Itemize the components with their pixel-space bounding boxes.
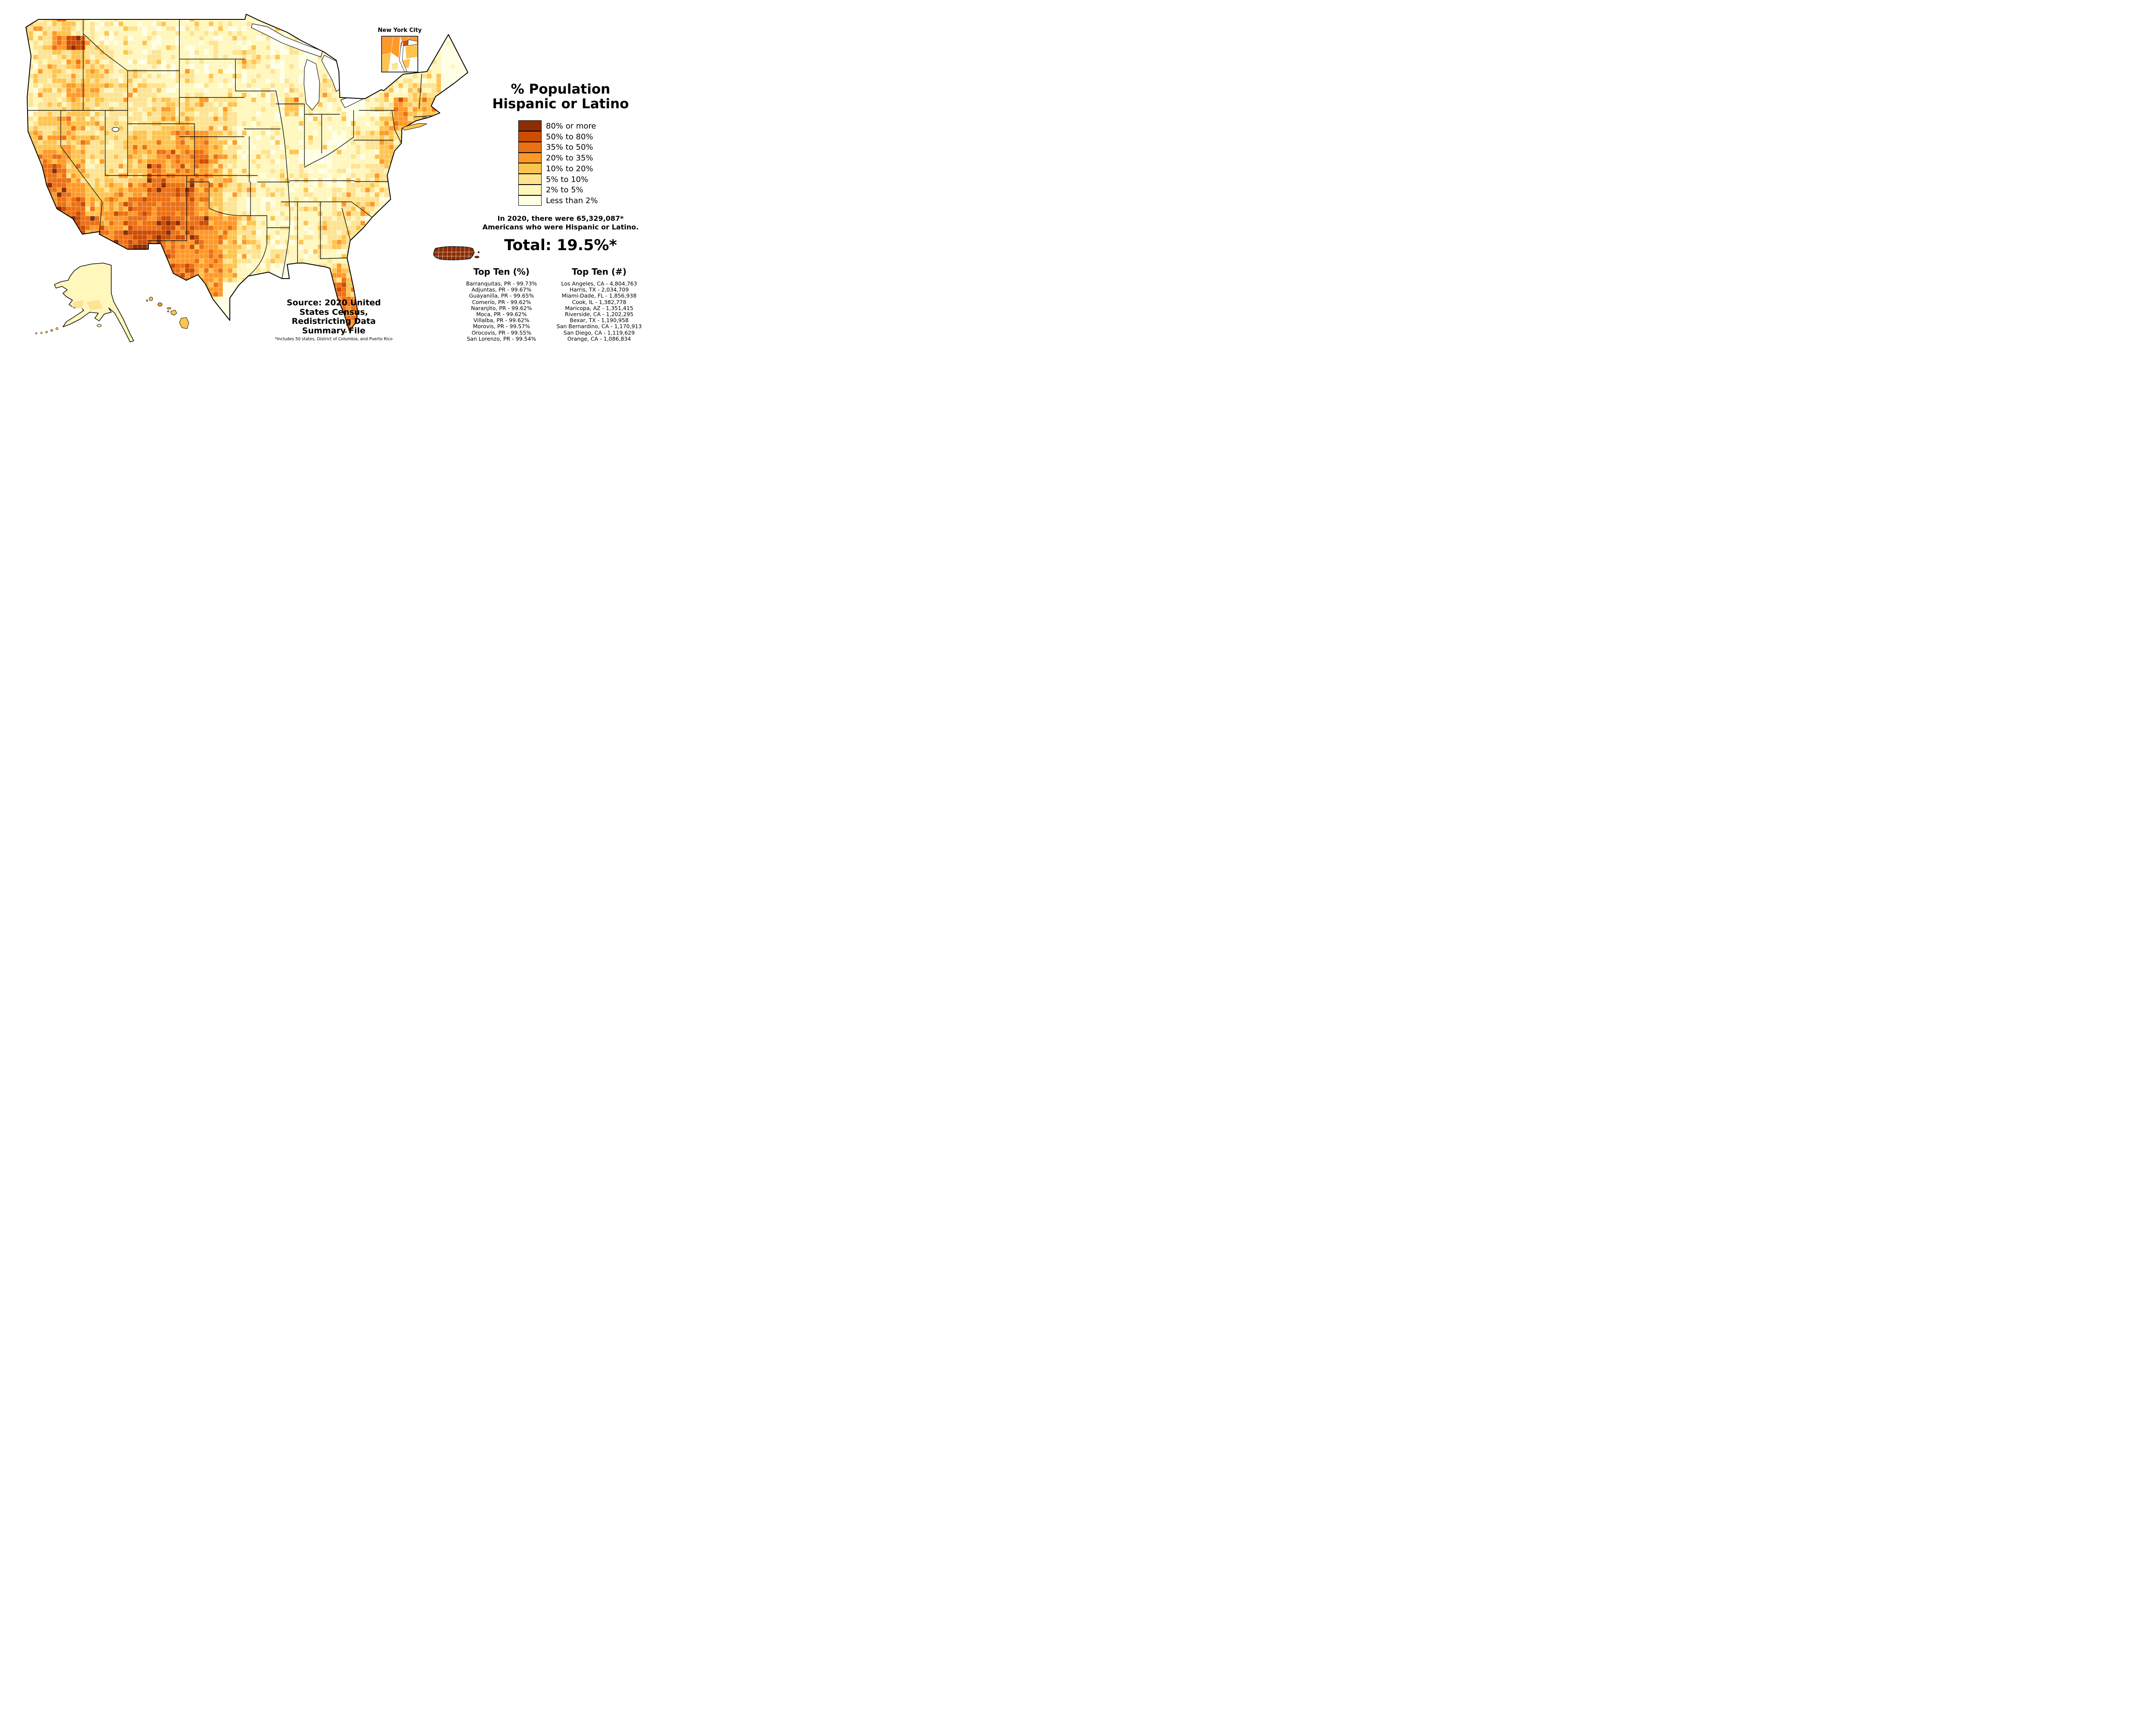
lake-michigan: [304, 59, 320, 110]
page: % Population Hispanic or Latino 80% or m…: [0, 0, 647, 345]
legend-swatch: [518, 120, 542, 132]
legend-label: 50% to 80%: [546, 132, 593, 141]
list-item: Los Angeles, CA - 4,804,763: [561, 280, 637, 287]
culebra: [477, 251, 480, 254]
list-item: Barranquitas, PR - 99.73%: [466, 280, 537, 287]
list-item: Adjuntas, PR - 99.67%: [471, 286, 532, 293]
legend-row: 2% to 5%: [518, 184, 598, 196]
legend: 80% or more 50% to 80% 35% to 50% 20% to 35…: [518, 120, 598, 206]
list-item: Redistricting Data: [291, 317, 376, 326]
staten-island: [391, 62, 399, 71]
legend-label: 2% to 5%: [546, 185, 583, 195]
great-salt-lake: [112, 127, 119, 132]
aleutian-island: [35, 332, 38, 335]
nyc-inset-label: New York City: [378, 27, 422, 34]
aleutian-island: [55, 327, 58, 330]
aleutian-island: [45, 331, 48, 333]
map-title: % Population Hispanic or Latino: [474, 82, 647, 111]
florida-keys: [348, 329, 352, 331]
top-ten-count-section: Top Ten (#) Los Angeles, CA - 4,804,763 H…: [553, 267, 646, 342]
lake-superior: [251, 23, 323, 57]
list-item: Maricopa, AZ - 1,351,415: [565, 304, 633, 311]
lake-ontario: [364, 81, 388, 92]
top-ten-percent-list: Barranquitas, PR - 99.73% Adjuntas, PR - …: [456, 280, 547, 342]
source-attribution: Source: 2020 United States Census, Redistr…: [269, 298, 398, 336]
us-outline: [25, 14, 468, 331]
list-item: Harris, TX - 2,034,709: [569, 286, 629, 293]
list-item: Orange, CA - 1,086,834: [567, 335, 631, 342]
legend-label: 20% to 35%: [546, 154, 593, 163]
list-item: San Bernardino, CA - 1,170,913: [556, 323, 642, 330]
list-item: States Census,: [299, 307, 368, 317]
legend-label: 35% to 50%: [546, 143, 593, 152]
summary-text: In 2020, there were 65,329,087* American…: [472, 214, 647, 231]
molokai: [167, 307, 171, 310]
vieques: [474, 256, 479, 258]
list-item: Guayanilla, PR - 99.65%: [469, 292, 534, 299]
list-item: Comerío, PR - 99.62%: [472, 298, 531, 305]
nyc-inset: [381, 36, 418, 72]
florida-keys: [343, 331, 347, 333]
list-item: Orocovis, PR - 99.55%: [471, 329, 532, 336]
list-item: San Lorenzo, PR - 99.54%: [467, 335, 536, 342]
legend-label: Less than 2%: [546, 196, 598, 206]
list-item: Bexar, TX - 1,190,958: [570, 317, 629, 324]
maui: [170, 310, 177, 316]
total-percentage: Total: 19.5%*: [504, 237, 617, 254]
us-county-choropleth-map: [25, 14, 480, 342]
legend-swatch: [518, 174, 542, 185]
list-item: San Diego, CA - 1,119,629: [563, 329, 635, 336]
list-item: Source: 2020 United: [286, 298, 381, 307]
list-item: Moca, PR - 99.62%: [476, 311, 527, 318]
kodiak-island: [97, 324, 102, 327]
legend-row: Less than 2%: [518, 195, 598, 206]
list-item: Miami-Dade, FL - 1,856,938: [561, 292, 637, 299]
legend-row: 20% to 35%: [518, 152, 598, 163]
legend-swatch: [518, 131, 542, 142]
top-ten-count-heading: Top Ten (#): [572, 267, 627, 277]
legend-label: 5% to 10%: [546, 175, 589, 184]
top-ten-count-list: Los Angeles, CA - 4,804,763 Harris, TX - …: [553, 280, 646, 342]
top-ten-percent-section: Top Ten (%) Barranquitas, PR - 99.73% Adj…: [456, 267, 547, 342]
legend-swatch: [518, 195, 542, 206]
legend-row: 5% to 10%: [518, 174, 598, 185]
summary-line1: In 2020, there were 65,329,087*: [497, 214, 624, 223]
legend-swatch: [518, 184, 542, 195]
alaska-inset: [35, 263, 134, 342]
state-borders: [27, 19, 437, 279]
legend-swatch: [518, 163, 542, 174]
aleutian-island: [50, 329, 53, 332]
niihau: [146, 299, 148, 302]
alaska-borough: [72, 299, 85, 309]
legend-row: 35% to 50%: [518, 141, 598, 153]
legend-label: 80% or more: [546, 121, 596, 131]
top-ten-percent-heading: Top Ten (%): [473, 267, 530, 277]
list-item: Villalba, PR - 99.62%: [473, 317, 530, 324]
legend-swatch: [518, 141, 542, 153]
legend-swatch: [518, 152, 542, 163]
list-item: Riverside, CA - 1,202,295: [564, 311, 634, 318]
legend-row: 10% to 20%: [518, 163, 598, 174]
list-item: Morovis, PR - 99.57%: [473, 323, 530, 330]
hawaii-inset: [146, 297, 189, 329]
legend-label: 10% to 20%: [546, 164, 593, 173]
legend-row: 50% to 80%: [518, 131, 598, 142]
aleutian-island: [40, 332, 43, 334]
list-item: Naranjito, PR - 99.62%: [471, 304, 532, 311]
hawaii-island: [179, 317, 189, 329]
list-item: Summary File: [302, 326, 366, 336]
map-title-line1: % Population: [511, 82, 611, 97]
legend-row: 80% or more: [518, 120, 598, 132]
oahu: [157, 302, 163, 307]
list-item: Cook, IL - 1,382,778: [572, 298, 627, 305]
kauai: [149, 297, 153, 301]
alaska-borough: [86, 299, 104, 311]
lanai: [167, 310, 169, 313]
puerto-rico-inset: [433, 246, 480, 260]
queens-nassau: [405, 44, 417, 59]
summary-line2: Americans who were Hispanic or Latino.: [482, 223, 639, 231]
long-island: [402, 123, 427, 131]
map-title-line2: Hispanic or Latino: [492, 96, 629, 112]
footnote: *Includes 50 states, District of Columbi…: [275, 337, 393, 342]
